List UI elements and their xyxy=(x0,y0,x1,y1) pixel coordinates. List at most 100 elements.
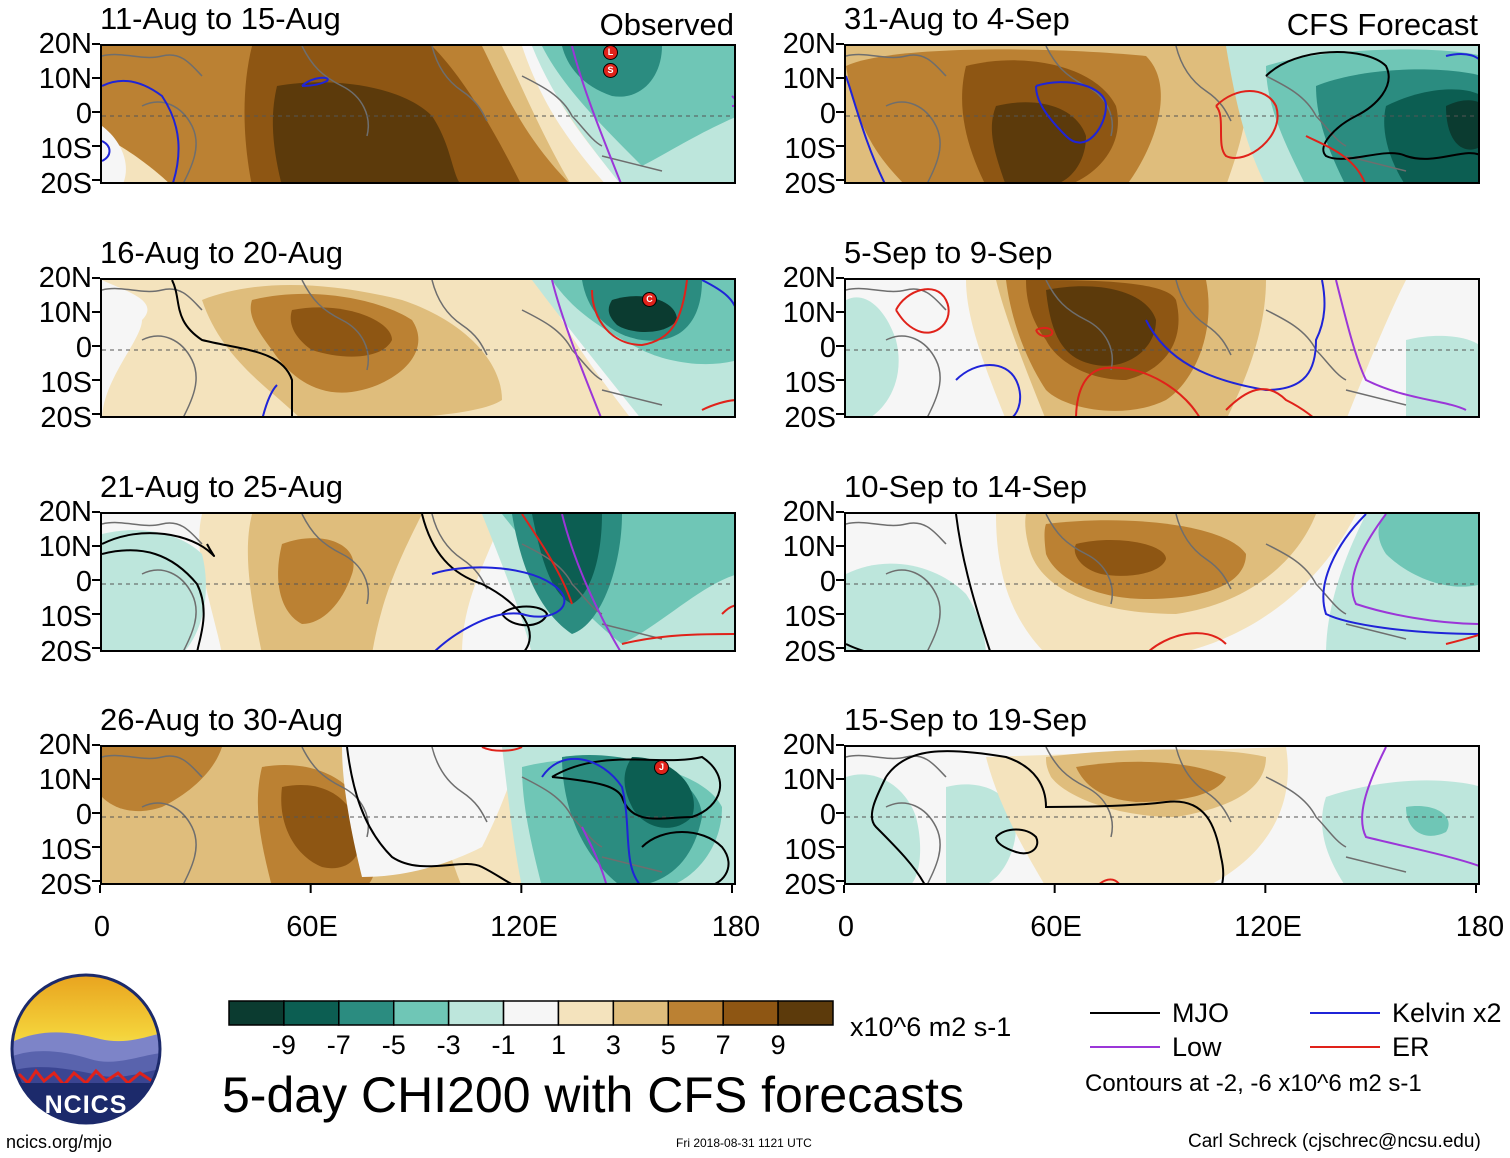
coastline xyxy=(1175,280,1232,356)
latitude-label: 10S xyxy=(40,601,92,633)
panel-title: 21-Aug to 25-Aug xyxy=(100,469,344,504)
coastline xyxy=(601,155,663,172)
footer-url[interactable]: ncics.org/mjo xyxy=(6,1132,113,1152)
colorbar-label: -3 xyxy=(436,1030,461,1060)
field-region xyxy=(272,82,460,182)
field-region xyxy=(278,538,354,624)
latitude-label: 20N xyxy=(782,496,836,528)
latitude-label: 10N xyxy=(38,531,92,563)
colorbar-swatch xyxy=(338,1000,395,1026)
contour-kelvin xyxy=(102,140,111,162)
field-region xyxy=(846,297,899,416)
longitude-label: 0 xyxy=(93,911,111,943)
longitude-label: 60E xyxy=(286,911,338,943)
contour-mjo xyxy=(102,549,205,650)
latitude-label: 20N xyxy=(38,496,92,528)
latitude-label: 20S xyxy=(784,869,836,901)
colorbar-label: 7 xyxy=(715,1030,731,1060)
field-region xyxy=(1406,335,1478,416)
contour-mjo xyxy=(846,643,865,650)
coastline xyxy=(601,389,663,406)
coastline xyxy=(521,75,603,147)
axis-ticks xyxy=(92,511,100,649)
storm-marker: J xyxy=(654,760,669,775)
coastline xyxy=(1175,46,1232,122)
contour-mjo xyxy=(551,755,722,820)
footer-timestamp: Fri 2018-08-31 1121 UTC xyxy=(676,1136,812,1150)
latitude-label: 10S xyxy=(784,367,836,399)
legend-label: MJO xyxy=(1172,998,1229,1028)
coastline xyxy=(431,280,488,356)
contour-low xyxy=(551,280,602,416)
latitude-label: 20N xyxy=(38,262,92,294)
field-region xyxy=(1046,286,1156,366)
storm-marker: S xyxy=(603,63,618,78)
axis-ticks xyxy=(92,277,100,415)
colorbar-swatch xyxy=(228,1000,285,1026)
contour-kelvin xyxy=(955,364,1022,416)
panel-title: 31-Aug to 4-Sep xyxy=(844,1,1070,36)
contour-kelvin xyxy=(102,79,180,182)
contour-kelvin xyxy=(262,384,278,416)
latitude-label: 10N xyxy=(38,297,92,329)
legend-swatch xyxy=(1310,1012,1380,1014)
axis-ticks xyxy=(836,43,844,181)
field-region xyxy=(1076,761,1226,802)
colorbar-swatch xyxy=(447,1000,505,1026)
contour-er xyxy=(1035,326,1054,338)
coastline xyxy=(141,569,197,650)
field-region xyxy=(946,784,1016,883)
coastline xyxy=(301,514,369,605)
legend-swatch xyxy=(1090,1012,1160,1014)
colorbar-swatch xyxy=(502,1000,560,1026)
contour-mjo xyxy=(641,831,730,883)
field-region xyxy=(281,785,361,869)
latitude-label: 10N xyxy=(782,764,836,796)
latitude-label: 20N xyxy=(38,729,92,761)
colorbar-swatch xyxy=(392,1000,450,1026)
colorbar-label: -1 xyxy=(491,1030,516,1060)
footer-credit: Carl Schreck (cjschrec@ncsu.edu) xyxy=(1188,1131,1481,1152)
latitude-label: 0 xyxy=(75,566,92,598)
coastline xyxy=(102,521,203,545)
coastline xyxy=(1265,543,1347,615)
longitude-label: 60E xyxy=(1030,911,1082,943)
panel-title: 16-Aug to 20-Aug xyxy=(100,235,344,270)
contour-er xyxy=(1075,366,1200,416)
latitude-label: 20S xyxy=(40,402,92,434)
latitude-label: 10S xyxy=(40,133,92,165)
latitude-label: 20N xyxy=(782,28,836,60)
contour-kelvin xyxy=(1445,53,1478,60)
contour-mjo xyxy=(885,750,1225,883)
latitude-label: 20S xyxy=(40,636,92,668)
field-region xyxy=(846,774,921,883)
contour-low xyxy=(1335,280,1467,411)
axis-ticks xyxy=(836,277,844,415)
map-panel xyxy=(844,512,1480,652)
contour-er xyxy=(481,747,523,752)
latitude-label: 0 xyxy=(819,566,836,598)
coastline xyxy=(431,747,488,823)
contour-kelvin xyxy=(301,76,329,87)
contour-kelvin xyxy=(431,566,566,650)
coastline xyxy=(885,802,941,883)
latitude-label: 10N xyxy=(782,63,836,95)
coastline xyxy=(846,521,947,545)
contour-mjo xyxy=(1265,51,1478,160)
coastline xyxy=(885,101,941,182)
field-region xyxy=(624,757,694,828)
contour-er xyxy=(521,514,573,605)
storm-marker: C xyxy=(642,292,657,307)
panel-title: 10-Sep to 14-Sep xyxy=(844,469,1088,504)
contour-kelvin xyxy=(1322,514,1478,635)
latitude-label: 20N xyxy=(38,28,92,60)
coastline xyxy=(846,754,947,778)
coastline xyxy=(102,754,203,778)
field-region xyxy=(102,530,206,650)
latitude-label: 20S xyxy=(784,636,836,668)
field-region xyxy=(608,296,677,332)
latitude-label: 0 xyxy=(819,799,836,831)
contour-er xyxy=(1445,634,1478,645)
contour-low xyxy=(571,46,622,182)
contour-er xyxy=(701,399,734,411)
